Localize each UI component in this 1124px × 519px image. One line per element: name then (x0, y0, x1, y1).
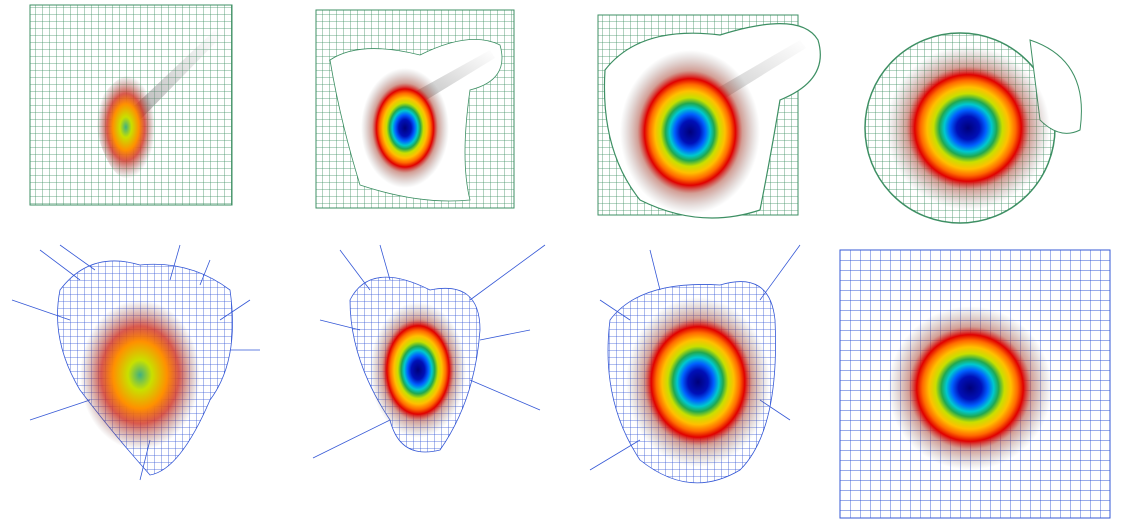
panel-bottom-1 (12, 245, 260, 480)
panel-top-2 (316, 10, 514, 208)
panel-top-3 (598, 15, 820, 218)
panel-bottom-4 (840, 250, 1110, 518)
panel-top-4 (865, 33, 1081, 223)
panel-bottom-3 (590, 245, 800, 483)
page (0, 0, 1124, 519)
panel-top-1 (30, 5, 232, 205)
figure (0, 0, 1124, 519)
panel-bottom-2 (313, 245, 545, 458)
